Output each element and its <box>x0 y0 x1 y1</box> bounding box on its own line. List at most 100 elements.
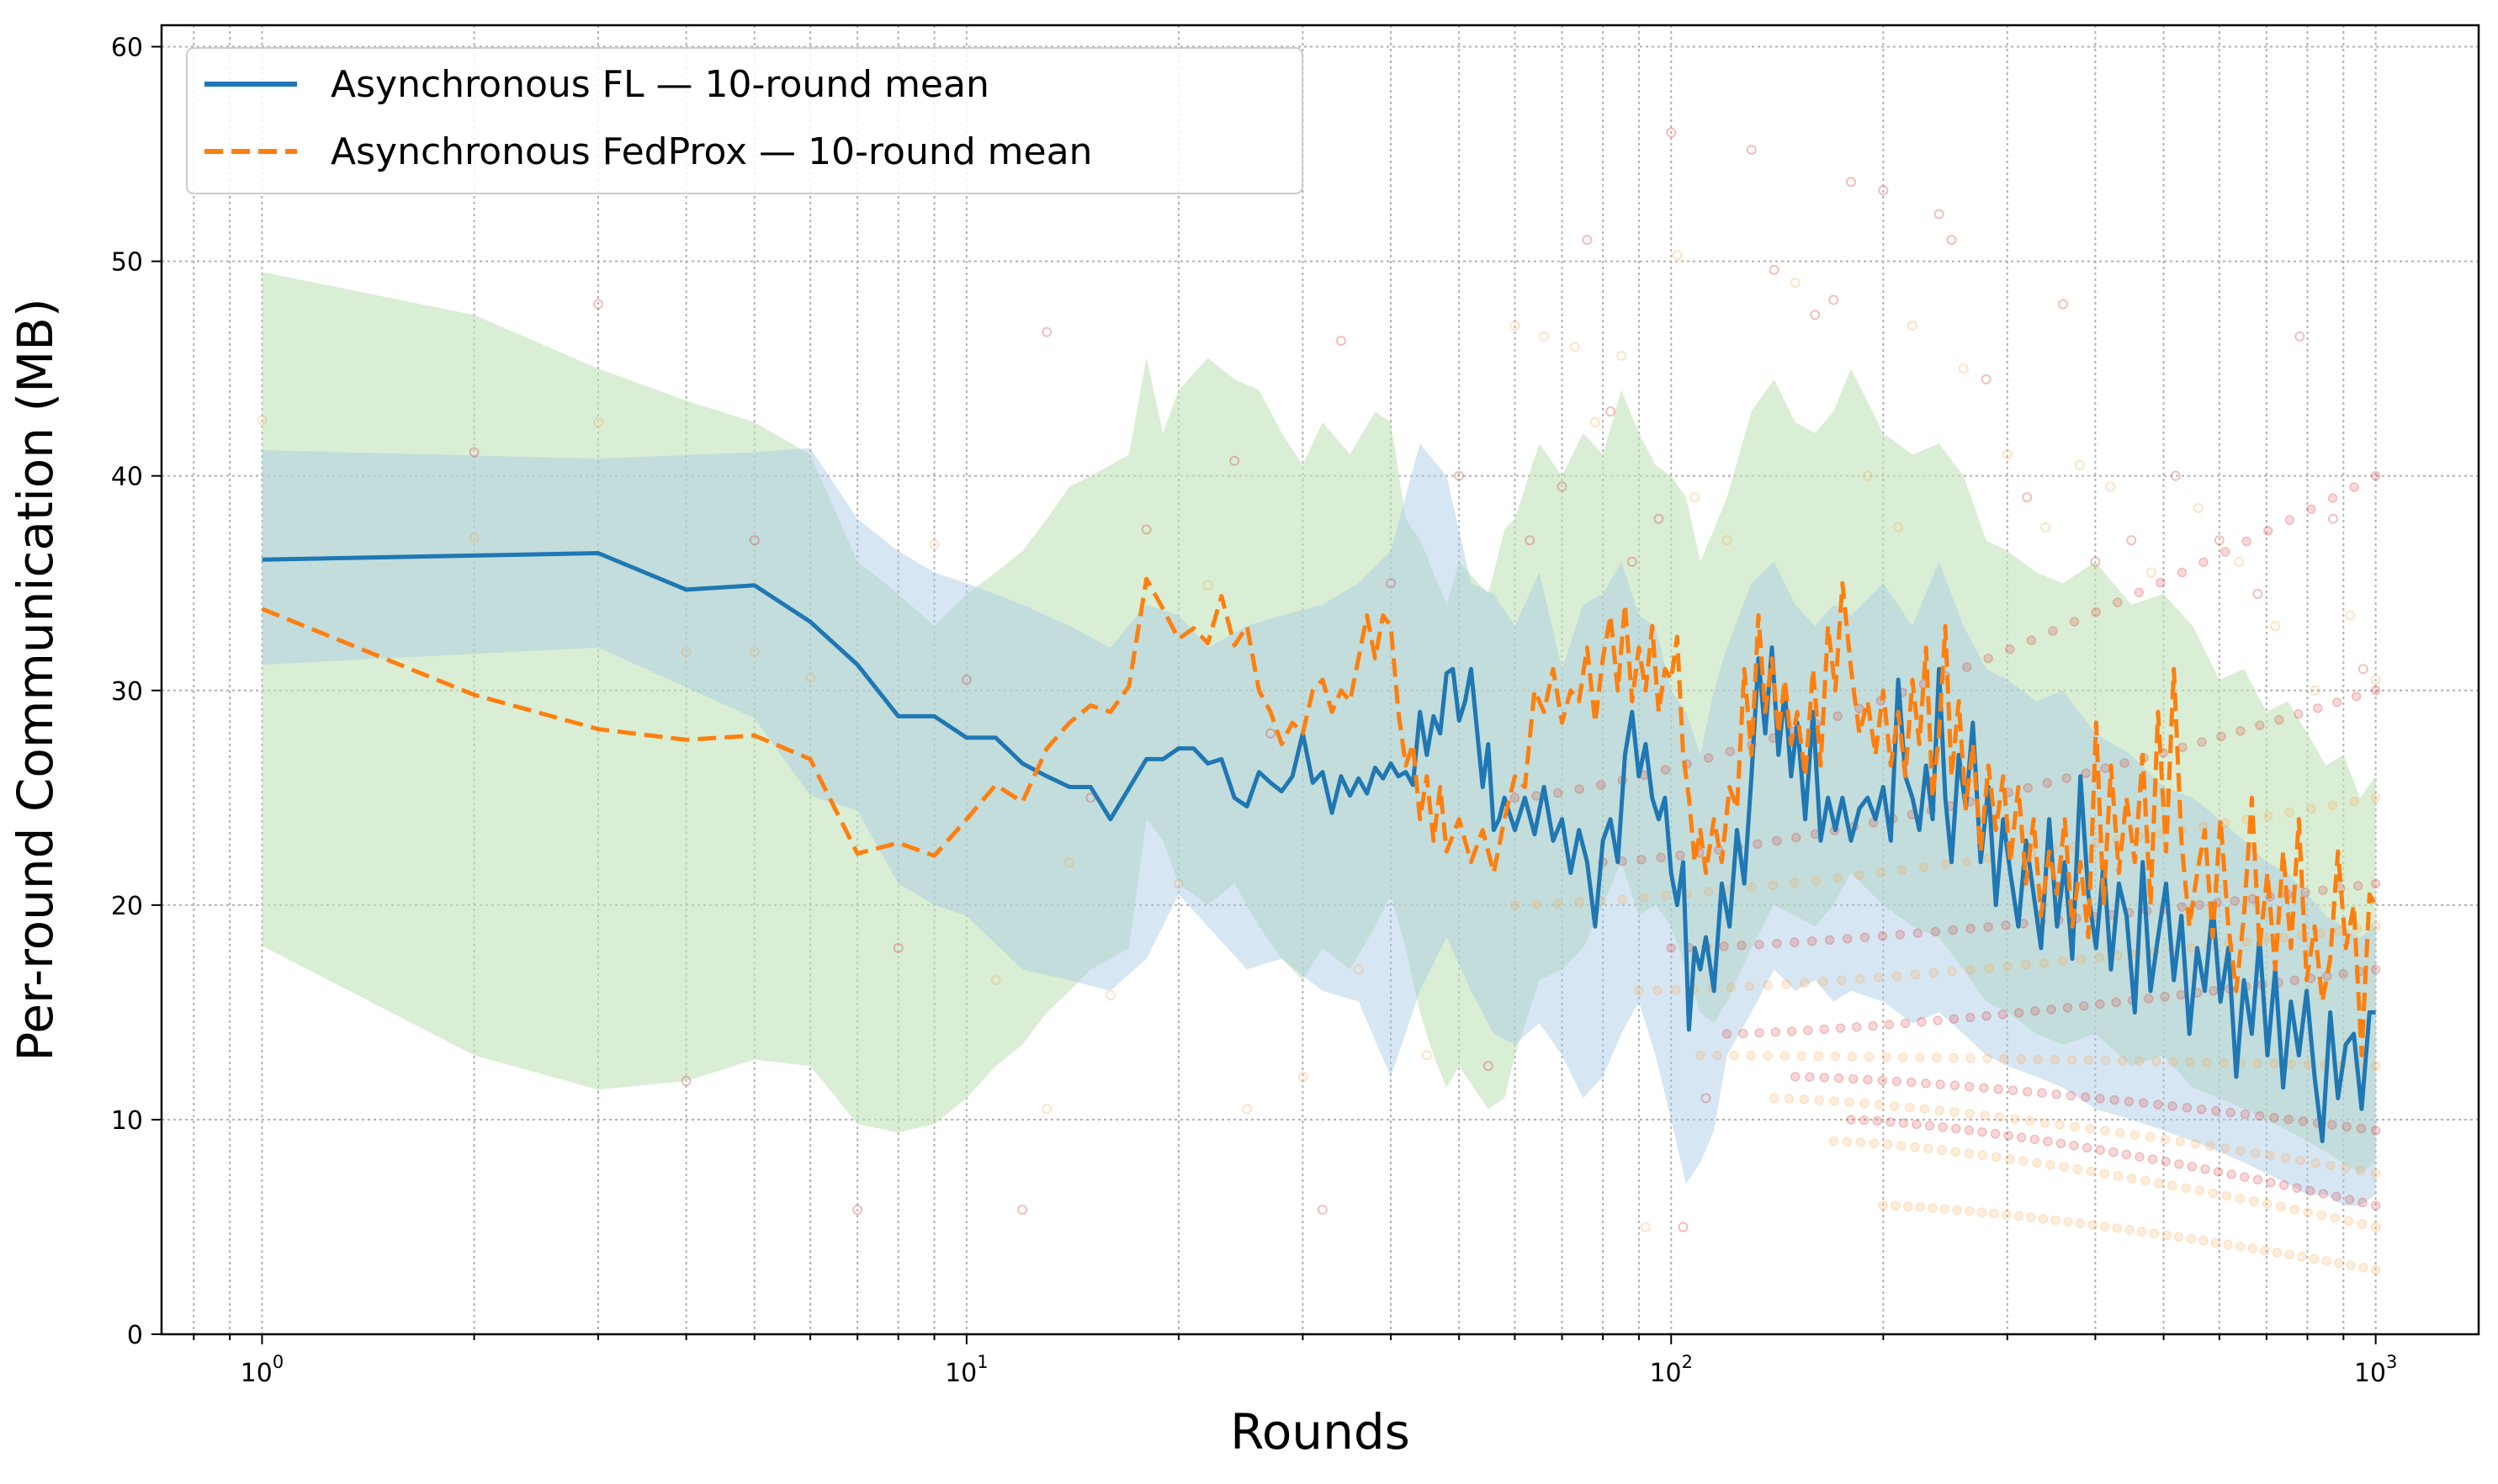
scatter-point <box>1885 1116 1896 1127</box>
scatter-point <box>1675 850 1685 861</box>
scatter-point <box>2042 778 2053 788</box>
scatter-point <box>1904 1102 1915 1113</box>
y-tick-label: 0 <box>127 1321 143 1350</box>
scatter-point <box>1772 835 1782 846</box>
scatter-point <box>1824 935 1835 946</box>
scatter-point <box>1993 1084 2003 1094</box>
scatter-point <box>2039 957 2050 968</box>
scatter-point <box>1991 1152 2002 1163</box>
scatter-point <box>2138 1098 2149 1108</box>
scatter-point <box>2343 1216 2354 1227</box>
scatter-point <box>1846 1115 1856 1125</box>
scatter-point <box>2370 964 2381 975</box>
scatter-point <box>1725 746 1736 757</box>
scatter-point <box>2330 1213 2341 1223</box>
scatter-point <box>1869 1138 1880 1148</box>
scatter-point <box>2202 1057 2212 1068</box>
scatter-point <box>2112 597 2123 607</box>
scatter-point <box>1984 963 1994 973</box>
scatter-point <box>2341 1163 2351 1174</box>
scatter-point <box>2023 782 2034 793</box>
scatter-point <box>2309 1253 2320 1264</box>
scatter-point <box>2327 800 2338 810</box>
scatter-point <box>2160 1134 2171 1145</box>
scatter-point <box>2078 1000 2089 1011</box>
scatter-point <box>1653 513 1664 524</box>
scatter-point <box>1891 971 1902 982</box>
scatter-point <box>1842 934 1853 944</box>
scatter-point <box>1878 185 1889 196</box>
scatter-point <box>1569 342 1580 352</box>
scatter-point <box>1999 1053 2009 1064</box>
scatter-point <box>2321 1256 2331 1266</box>
y-tick-label: 20 <box>111 892 143 921</box>
scatter-point <box>2213 1167 2224 1177</box>
scatter-point <box>2032 1158 2042 1169</box>
scatter-point <box>2051 1089 2061 1100</box>
scatter-point <box>852 1205 863 1216</box>
scatter-point <box>1833 1073 1844 1084</box>
scatter-point <box>1980 1110 1990 1121</box>
scatter-point <box>2105 481 2116 492</box>
scatter-point <box>2247 1243 2258 1253</box>
scatter-point <box>1983 653 1993 664</box>
scatter-point <box>2124 1225 2135 1235</box>
scatter-point <box>2050 1054 2060 1065</box>
scatter-point <box>2270 621 2281 632</box>
scatter-point <box>1910 969 1921 980</box>
scatter-point <box>2318 1189 2329 1199</box>
scatter-point <box>2370 1264 2381 1275</box>
scatter-point <box>2135 1152 2145 1162</box>
scatter-point <box>1933 1015 1943 1026</box>
scatter-point <box>2205 1141 2215 1152</box>
scatter-point <box>2370 675 2381 685</box>
scatter-point <box>2033 1054 2044 1064</box>
scatter-point <box>1977 1126 1987 1137</box>
scatter-point <box>1678 1222 1689 1232</box>
scatter-point <box>2156 577 2166 588</box>
scatter-point <box>2327 513 2338 524</box>
scatter-point <box>1652 985 1663 996</box>
y-axis: 0 10 20 30 40 50 60 <box>111 34 162 1350</box>
scatter-point <box>2037 1088 2047 1098</box>
scatter-point <box>1229 455 1240 466</box>
plot-frame <box>160 24 2480 1336</box>
scatter-point <box>2318 885 2328 895</box>
scatter-point <box>2094 952 2104 962</box>
y-tick-label: 30 <box>111 677 143 707</box>
scatter-point <box>2020 960 2031 970</box>
scatter-point <box>2316 1210 2326 1221</box>
scatter-point <box>2239 1172 2250 1182</box>
scatter-point <box>1997 1010 2008 1020</box>
scatter-point <box>2074 459 2085 470</box>
scatter-point <box>1859 1115 1870 1126</box>
scatter-point <box>2070 1121 2080 1132</box>
scatter-point <box>2076 954 2087 965</box>
scatter-point <box>2126 535 2137 546</box>
scatter-point <box>2029 1134 2040 1145</box>
series-lines <box>261 551 2378 1143</box>
legend: Asynchronous FL — 10-round mean Asynchro… <box>186 47 1303 194</box>
scatter-point <box>2145 567 2156 578</box>
scatter-point <box>2095 999 2105 1010</box>
scatter-point <box>1738 1028 1748 1039</box>
y-tick-label: 40 <box>111 463 143 492</box>
scatter-point <box>2283 1114 2294 1125</box>
scatter-point <box>1814 1095 1824 1105</box>
scatter-point <box>2113 951 2123 961</box>
scatter-point <box>1813 1051 1824 1062</box>
scatter-point <box>2254 1110 2265 1121</box>
scatter-point <box>1976 1207 1987 1217</box>
scatter-point <box>1852 1022 1862 1032</box>
scatter-point <box>2211 1105 2221 1116</box>
scatter-point <box>2255 720 2265 731</box>
scatter-point <box>2345 610 2356 621</box>
scatter-point <box>681 1076 692 1087</box>
scatter-point <box>2009 1114 2020 1124</box>
scatter-point <box>1880 1052 1891 1063</box>
scatter-point <box>2235 726 2246 736</box>
scatter-point <box>1844 1097 1854 1108</box>
scatter-point <box>2306 504 2316 514</box>
scatter-point <box>961 675 972 685</box>
scatter-point <box>2136 1227 2147 1237</box>
